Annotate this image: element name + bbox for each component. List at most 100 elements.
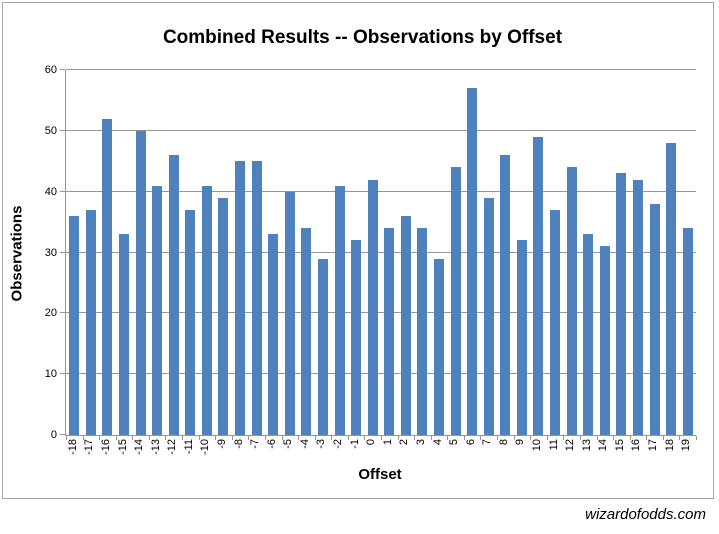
- x-tick-mark: [132, 436, 134, 440]
- x-tick-mark: [397, 436, 399, 440]
- y-tick-mark: [60, 69, 65, 70]
- x-tick-cell: -11: [181, 439, 198, 454]
- x-tick-cell: 11: [546, 439, 563, 450]
- x-tick-mark: [679, 436, 681, 440]
- bar: [284, 191, 295, 435]
- x-tick-cell: -7: [247, 439, 264, 449]
- x-tick-label: -10: [199, 439, 212, 455]
- x-tick-mark: [115, 436, 117, 440]
- x-axis-labels: -18 -17 -16 -15 -14 -13 -12 -11 -10 -9 -8 -7 -6 -5 -4-…: [65, 439, 695, 455]
- x-tick-mark: [646, 436, 648, 440]
- bar: [334, 185, 345, 435]
- chart-frame: Combined Results -- Observations by Offs…: [2, 2, 714, 499]
- bar: [566, 167, 577, 435]
- x-tick-mark: [546, 436, 548, 440]
- x-tick-mark: [99, 436, 101, 440]
- x-tick-label: 0: [365, 439, 378, 446]
- x-tick-mark: [463, 436, 465, 440]
- bar-slot: [431, 70, 448, 435]
- bar: [351, 240, 362, 435]
- x-tick-cell: 18: [662, 439, 679, 451]
- bar: [301, 228, 312, 435]
- x-tick-label: -14: [133, 439, 146, 455]
- bar: [434, 258, 444, 435]
- y-tick-mark: [60, 312, 65, 314]
- x-tick-mark: [165, 436, 167, 440]
- watermark-text: wizardofodds.com: [585, 506, 706, 523]
- bar-slot: [447, 70, 464, 435]
- x-tick-mark: [182, 436, 184, 440]
- x-tick-label: -12: [166, 439, 179, 455]
- bar: [85, 209, 96, 435]
- x-tick-cell: 3: [413, 439, 430, 445]
- y-tick-label: 40: [44, 185, 57, 198]
- bar: [682, 228, 693, 435]
- x-tick-mark: [414, 436, 416, 440]
- x-tick-cell: 5: [446, 439, 463, 445]
- x-tick-mark: [82, 436, 84, 440]
- x-tick-cell: -5: [281, 439, 298, 449]
- x-tick-mark: [430, 436, 432, 440]
- x-tick-label: -5: [282, 439, 295, 449]
- y-tick-label: 20: [44, 307, 57, 320]
- x-tick-label: 1: [381, 439, 394, 446]
- x-tick-mark: [231, 436, 233, 440]
- y-tick-mark: [60, 434, 65, 435]
- x-tick-label: -15: [116, 439, 129, 455]
- x-tick-mark: [347, 436, 349, 440]
- x-tick-cell: 10: [529, 439, 546, 451]
- bar: [400, 216, 411, 435]
- x-tick-label: 8: [497, 439, 510, 446]
- x-tick-mark: [497, 436, 499, 440]
- x-tick-mark: [381, 436, 382, 440]
- bar: [268, 234, 279, 435]
- y-tick-label: 0: [50, 429, 57, 441]
- x-tick-cell: 15: [612, 439, 629, 451]
- y-axis-labels: 0 10 20 30 40 50 60: [3, 64, 57, 441]
- bar: [450, 167, 461, 435]
- bar: [119, 234, 130, 435]
- x-tick-cell: -3: [314, 439, 331, 449]
- x-tick-cell: -16: [98, 439, 115, 455]
- bar: [69, 216, 80, 435]
- x-tick-mark: [513, 436, 515, 440]
- x-tick-label: -16: [99, 439, 112, 455]
- x-tick-mark: [66, 436, 67, 440]
- bar: [467, 88, 478, 435]
- bar: [317, 258, 328, 435]
- gridline: [66, 190, 696, 192]
- x-tick-mark: [530, 436, 532, 440]
- x-tick-label: -6: [265, 439, 278, 449]
- bar-slot: [182, 70, 199, 435]
- x-tick-cell: 9: [513, 439, 530, 445]
- bar: [516, 240, 527, 435]
- x-tick-mark: [264, 436, 266, 440]
- bar: [235, 161, 246, 435]
- bar-slot: [630, 70, 647, 435]
- gridline: [66, 129, 696, 131]
- x-tick-cell: 1: [380, 439, 397, 445]
- bar-slot: [298, 70, 315, 435]
- bar: [550, 209, 561, 435]
- x-tick-mark: [298, 436, 300, 440]
- bar-slot: [215, 70, 232, 435]
- x-tick-cell: -4: [297, 439, 314, 449]
- y-tick-label: 10: [44, 368, 57, 381]
- y-tick-mark: [60, 190, 65, 192]
- x-tick-cell: -10: [198, 439, 215, 455]
- bar: [168, 155, 179, 435]
- bar: [384, 228, 395, 435]
- bar: [483, 197, 494, 435]
- bar-slot: [132, 70, 149, 435]
- x-tick-label: -9: [215, 439, 228, 449]
- x-tick-label: 11: [547, 439, 560, 451]
- x-tick-cell: 6: [463, 439, 480, 445]
- bar-slot: [315, 70, 332, 435]
- x-tick-label: -4: [298, 439, 311, 449]
- bar-slot: [83, 70, 100, 435]
- x-tick-label: 19: [680, 439, 693, 452]
- bar-slot: [331, 70, 348, 435]
- x-tick-label: -7: [249, 439, 262, 449]
- x-tick-label: -3: [315, 439, 328, 449]
- x-tick-label: 13: [580, 439, 593, 452]
